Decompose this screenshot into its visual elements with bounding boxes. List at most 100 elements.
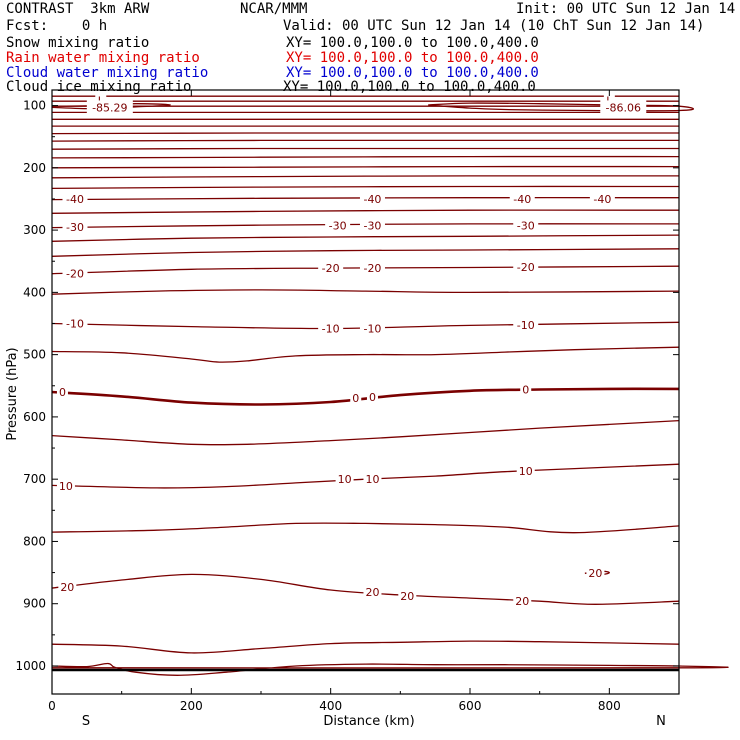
contour-label-bg-25	[335, 472, 354, 486]
contour-label-22: 0	[369, 391, 376, 404]
contour-label-bg-21	[350, 391, 362, 405]
contour-label-32: 20	[588, 567, 602, 580]
contour-label-bg-28	[58, 579, 77, 593]
contour-label-bg-19	[513, 317, 539, 331]
valid-time: Valid: 00 UTC Sun 12 Jan 14 (10 ChT Sun …	[283, 18, 705, 34]
y-tick-label-500: 500	[23, 348, 46, 362]
contour-label-bg-8	[62, 219, 88, 233]
closed-contour-1	[428, 102, 694, 112]
contour-label-bg-11	[513, 218, 539, 232]
contour-label-7: -40	[593, 193, 611, 206]
contour-label-bg-12	[62, 266, 88, 280]
contour-label-bg-27	[516, 464, 535, 478]
contour-label-bg-24	[56, 479, 75, 493]
isotherm-line-1	[51, 346, 680, 363]
contour-label-bg-1	[86, 100, 133, 114]
contour-label-bg-15	[513, 259, 539, 273]
contour-label-bg-31	[513, 594, 532, 608]
isotherm-line-21	[51, 132, 679, 135]
isotherm-line-6	[51, 640, 680, 654]
contour-label-28: 20	[60, 581, 74, 594]
legend-snow-xy: XY= 100.0,100.0 to 100.0,400.0	[286, 35, 539, 51]
contour-label-bg-18	[359, 321, 385, 335]
contour-label-bg-4	[62, 191, 88, 205]
contour-label-3: -86.06	[606, 101, 641, 114]
legend-rain-label: Rain water mixing ratio	[6, 50, 200, 66]
contour-label-15: -20	[517, 261, 535, 274]
contour-label-27: 10	[519, 465, 533, 478]
x-end-label-left: S	[82, 714, 90, 729]
contour-label-31: 20	[515, 595, 529, 608]
x-tick-label-0: 0	[48, 699, 56, 713]
contour-label-bg-5	[359, 191, 385, 205]
y-tick-label-800: 800	[23, 534, 46, 548]
y-axis-label: Pressure (hPa)	[5, 347, 20, 440]
contour-label-23: 0	[522, 384, 529, 397]
isotherm-line-8	[51, 289, 680, 295]
contour-label-5: -40	[363, 193, 381, 206]
model-title: CONTRAST 3km ARW	[6, 1, 150, 17]
y-tick-label-900: 900	[23, 597, 46, 611]
isotherm-line-15	[51, 185, 680, 190]
isotherm-line-20	[51, 139, 679, 142]
y-tick-label-100: 100	[23, 99, 46, 113]
contour-label-bg-2	[603, 93, 615, 107]
isotherm-line-2	[51, 419, 680, 446]
isotherm-line-13	[51, 209, 680, 214]
isotherm-line-4	[51, 522, 680, 534]
contour-label-6: -40	[513, 193, 531, 206]
isotherm-line-18	[51, 155, 680, 159]
x-tick-label-400: 400	[319, 699, 342, 713]
contour-label-10: -30	[363, 220, 381, 233]
contour-label-19: -10	[517, 319, 535, 332]
isotherm-line-11	[51, 234, 680, 242]
contour-label-bg-26	[363, 472, 382, 486]
contour-label-24: 10	[59, 480, 73, 493]
y-tick-label-600: 600	[23, 410, 46, 424]
forecast-hour: Fcst: 0 h	[6, 18, 108, 34]
contour-label-30: 20	[400, 590, 414, 603]
contour-label-26: 10	[365, 473, 379, 486]
contour-labels: L-85.29L-86.06-40-40-40-40-30-30-30-30-2…	[56, 93, 647, 608]
isotherm-line-0	[51, 387, 680, 406]
x-tick-label-600: 600	[459, 699, 482, 713]
x-tick-label-800: 800	[598, 699, 621, 713]
contour-label-18: -10	[363, 322, 381, 335]
contour-label-bg-32	[586, 566, 605, 580]
legend-cloud-ice-label: Cloud ice mixing ratio	[6, 79, 192, 95]
contour-label-16: -10	[66, 318, 84, 331]
contour-label-25: 10	[338, 473, 352, 486]
legend-rain-xy: XY= 100.0,100.0 to 100.0,400.0	[286, 50, 539, 66]
contour-label-bg-9	[325, 218, 351, 232]
contour-label-bg-20	[56, 385, 68, 398]
legend-cloud-water-xy: XY= 100.0,100.0 to 100.0,400.0	[286, 65, 539, 81]
contour-label-bg-17	[318, 321, 344, 335]
source-label: NCAR/MMM	[240, 1, 308, 17]
contour-label-bg-16	[62, 316, 88, 330]
contour-label-9: -30	[329, 220, 347, 233]
contour-label-bg-13	[318, 261, 344, 275]
contour-label-21: 0	[352, 392, 359, 405]
x-tick-label-200: 200	[180, 699, 203, 713]
contour-label-14: -20	[363, 262, 381, 275]
y-tick-label-400: 400	[23, 285, 46, 299]
contour-label-12: -20	[66, 268, 84, 281]
contour-label-4: -40	[66, 193, 84, 206]
x-end-label-right: N	[656, 714, 666, 729]
isotherm-line-17	[51, 165, 680, 169]
y-tick-label-700: 700	[23, 472, 46, 486]
isotherm-contours	[51, 95, 729, 676]
contour-label-1: -85.29	[92, 101, 127, 114]
contour-label-8: -30	[66, 221, 84, 234]
y-tick-label-200: 200	[23, 161, 46, 175]
legend-cloud-ice-xy: XY= 100.0,100.0 to 100.0,400.0	[283, 79, 536, 95]
contour-label-bg-23	[520, 382, 532, 396]
legend-snow-label: Snow mixing ratio	[6, 35, 150, 51]
isotherm-line-16	[51, 175, 680, 179]
contour-label-bg-0	[95, 93, 107, 107]
legend-cloud-water-label: Cloud water mixing ratio	[6, 65, 209, 81]
contour-label-bg-30	[398, 589, 417, 603]
contour-label-29: 20	[365, 586, 379, 599]
contour-label-bg-6	[509, 191, 535, 205]
